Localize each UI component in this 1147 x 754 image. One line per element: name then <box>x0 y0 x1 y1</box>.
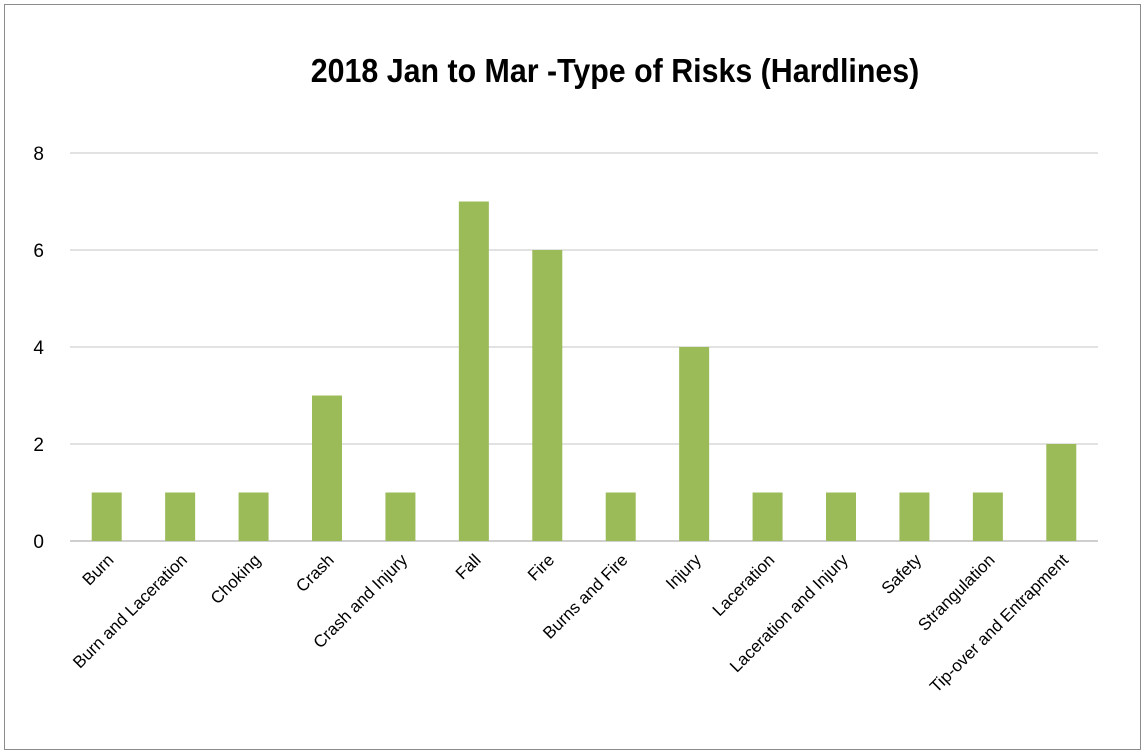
bar <box>899 492 930 541</box>
bar <box>752 492 783 541</box>
bar <box>165 492 196 541</box>
x-tick-label: Choking <box>207 550 265 608</box>
y-tick-label: 6 <box>33 241 44 262</box>
bar <box>385 492 416 541</box>
bars <box>91 201 1077 541</box>
bar <box>826 492 856 541</box>
bar <box>679 347 710 541</box>
y-tick-label: 0 <box>33 532 44 553</box>
x-tick-label: Crash <box>292 550 338 596</box>
x-tick-label: Injury <box>662 550 705 593</box>
bar <box>972 492 1003 541</box>
bar <box>605 492 636 541</box>
bar <box>1046 444 1077 541</box>
x-tick-label: Safety <box>878 550 926 598</box>
x-tick-label: Burn <box>79 550 118 589</box>
y-tick-label: 4 <box>33 338 44 359</box>
bar <box>458 201 489 541</box>
chart-frame <box>4 4 1141 750</box>
bar <box>312 395 342 541</box>
x-tick-label: Fall <box>452 550 485 583</box>
x-tick-label: Fire <box>524 550 558 584</box>
y-tick-label: 2 <box>33 435 44 456</box>
bar <box>532 250 563 541</box>
y-axis-ticks: 0 2 4 6 8 <box>33 144 44 553</box>
bar <box>238 492 269 541</box>
x-tick-label: Tip-over and Entrapment <box>926 550 1072 696</box>
x-tick-label: Laceration <box>709 550 779 620</box>
y-tick-label: 8 <box>33 144 44 165</box>
bar <box>91 492 122 541</box>
gridlines <box>70 152 1098 542</box>
chart-title: 2018 Jan to Mar -Type of Risks (Hardline… <box>310 52 920 89</box>
